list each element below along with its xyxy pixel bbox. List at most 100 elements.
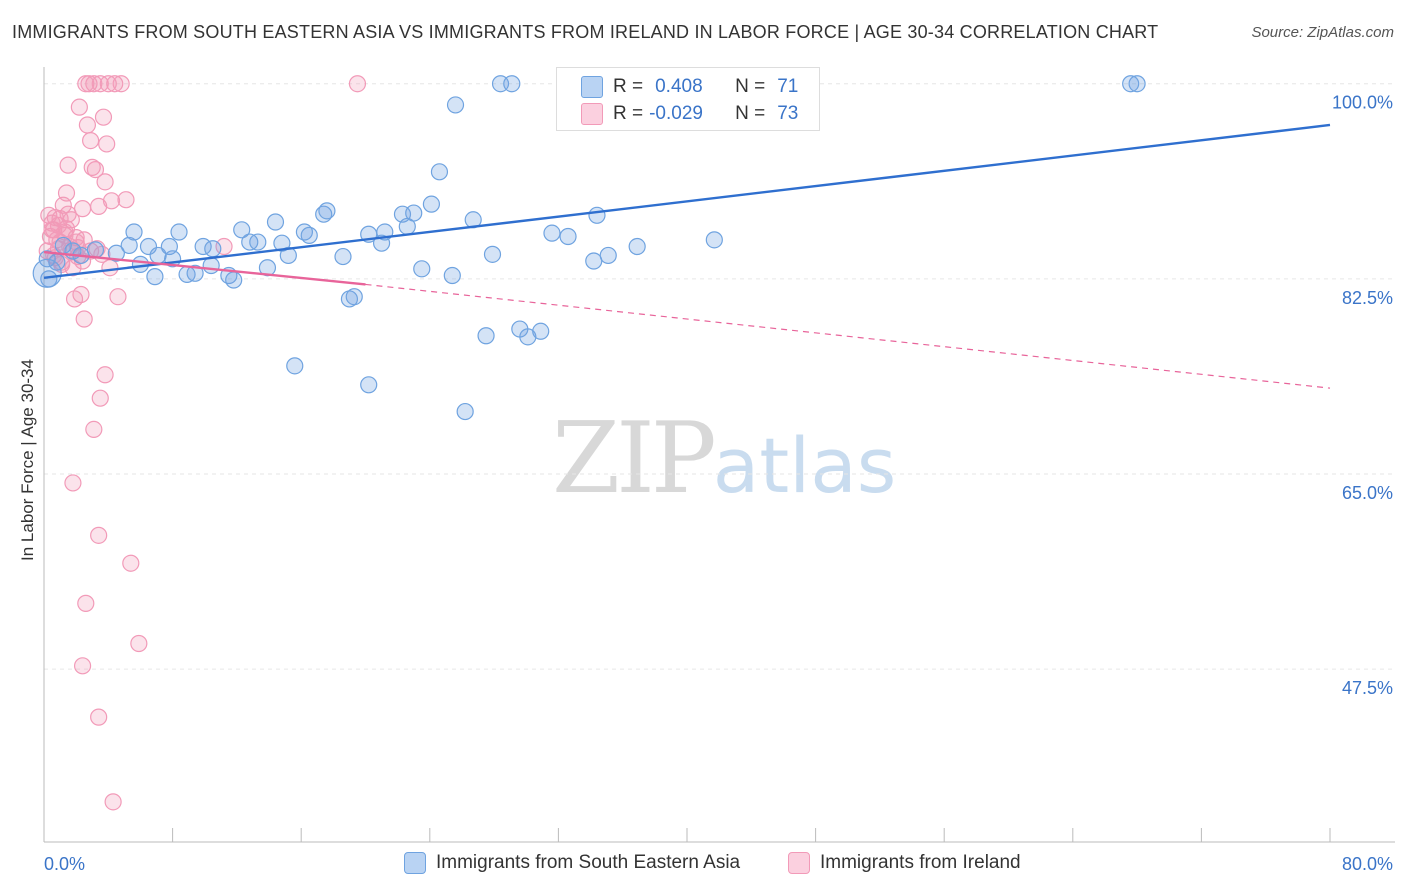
point-south-eastern-asia [160,237,178,256]
x-tick-label: 80.0% [1342,854,1393,874]
point-south-eastern-asia [107,244,125,262]
legend: Immigrants from South Eastern Asia Immig… [0,852,1406,878]
point-south-eastern-asia [483,245,502,263]
stats-r-label-pink: R = [613,103,644,124]
x-tick-label: 0.0% [44,854,85,874]
point-ireland [102,192,121,210]
point-south-eastern-asia [628,237,646,256]
point-south-eastern-asia [120,236,138,255]
stats-r-label-blue: R = [613,76,644,97]
stats-n-value-blue: 71 [777,76,799,97]
y-tick-label: 100.0% [1332,93,1393,113]
point-ireland [64,259,82,277]
point-ireland [99,75,117,93]
point-ireland [106,75,124,93]
trendline-ireland-solid [43,250,366,286]
point-south-eastern-asia [315,205,333,223]
legend-label-blue: Immigrants from South Eastern Asia [436,852,741,873]
point-south-eastern-asia [131,255,150,273]
point-south-eastern-asia [266,213,285,231]
point-south-eastern-asia [32,258,62,288]
point-south-eastern-asia [86,241,105,259]
point-south-eastern-asia [249,233,267,251]
point-ireland [86,160,105,179]
point-ireland [98,135,116,153]
point-south-eastern-asia [405,204,423,222]
point-ireland [77,594,95,612]
point-south-eastern-asia [318,202,336,220]
point-south-eastern-asia [413,260,431,278]
point-ireland [104,793,122,811]
point-ireland [56,223,74,241]
point-south-eastern-asia [446,96,465,114]
legend-item-blue: Immigrants from South Eastern Asia [404,852,740,874]
stats-n-label-blue: N = [735,76,766,97]
point-ireland [59,205,77,223]
stats-box: R = 0.408 N = 71 R = -0.029 N = 73 [556,67,820,131]
point-ireland [82,131,100,150]
point-south-eastern-asia [588,206,606,224]
point-south-eastern-asia [295,223,314,241]
point-ireland [117,191,135,209]
point-south-eastern-asia [1122,75,1140,93]
point-ireland [109,288,127,306]
source-label: Source: ZipAtlas.com [1251,24,1394,41]
point-ireland [122,554,140,572]
point-south-eastern-asia [125,223,143,241]
legend-label-pink: Immigrants from Ireland [820,852,1021,873]
point-south-eastern-asia [1128,75,1146,93]
point-ireland [64,474,82,492]
point-south-eastern-asia [225,271,243,289]
stats-r-value-blue: 0.408 [655,76,703,97]
point-ireland [91,389,109,407]
point-south-eastern-asia [422,195,441,213]
point-ireland [70,98,88,116]
point-south-eastern-asia [519,328,537,346]
y-axis-label: In Labor Force | Age 30-34 [18,359,37,561]
y-tick-label: 47.5% [1342,678,1393,698]
legend-swatch-pink [788,852,810,874]
point-south-eastern-asia [345,288,363,306]
point-ireland [57,184,76,202]
point-south-eastern-asia [430,163,449,181]
trendline-ireland-dashed [365,283,1331,389]
point-south-eastern-asia [503,75,521,93]
trendline-south-eastern-asia [43,123,1331,279]
point-ireland [85,75,103,93]
point-south-eastern-asia [599,246,617,265]
point-south-eastern-asia [456,402,474,421]
legend-item-pink: Immigrants from Ireland [788,852,1021,874]
stats-swatch-pink [581,103,603,125]
point-ireland [96,366,114,384]
point-ireland [130,634,148,653]
point-ireland [73,657,92,675]
point-south-eastern-asia [279,246,297,265]
point-ireland [72,285,90,304]
y-tick-label: 65.0% [1342,483,1393,503]
y-tick-label: 82.5% [1342,288,1393,308]
point-ireland [90,708,108,726]
chart-title: IMMIGRANTS FROM SOUTH EASTERN ASIA VS IM… [12,22,1159,42]
point-ireland [49,216,68,234]
point-ireland [59,156,77,174]
point-south-eastern-asia [705,231,723,249]
stats-swatch-blue [581,76,603,98]
point-ireland [348,75,367,93]
stats-row-blue: R = 0.408 N = 71 [557,73,798,101]
point-south-eastern-asia [202,256,220,275]
point-south-eastern-asia [286,357,304,375]
point-south-eastern-asia [300,226,318,244]
point-ireland [94,108,113,126]
point-ireland [96,173,114,191]
point-south-eastern-asia [360,376,378,394]
point-ireland [75,310,93,328]
stats-r-value-pink: -0.029 [649,103,703,124]
point-ireland [112,75,130,93]
point-ireland [73,200,92,218]
point-ireland [90,526,108,544]
point-south-eastern-asia [334,247,352,266]
point-south-eastern-asia [559,227,577,246]
point-ireland [78,116,97,134]
watermark-atlas: atlas [712,421,897,510]
